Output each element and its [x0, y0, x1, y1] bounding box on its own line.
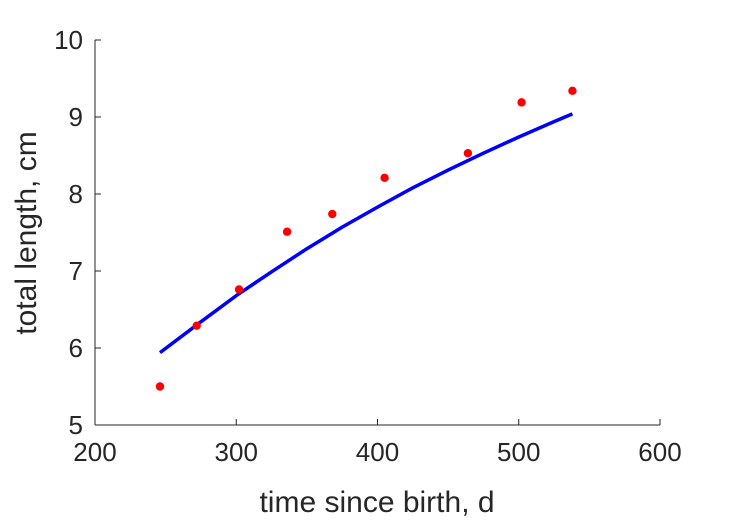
fit-curve-layer — [158, 112, 574, 354]
y-tick-label: 10 — [54, 25, 83, 55]
data-points-layer — [155, 86, 577, 391]
y-tick-label: 5 — [69, 410, 83, 440]
data-point — [192, 321, 201, 330]
fit-curve — [158, 112, 574, 354]
x-tick-label: 600 — [638, 437, 681, 467]
x-tick-label: 400 — [356, 437, 399, 467]
x-tick-label: 300 — [215, 437, 258, 467]
y-tick-label: 9 — [69, 102, 83, 132]
data-point — [282, 227, 292, 236]
data-point — [328, 209, 337, 219]
data-point — [380, 173, 389, 183]
data-point — [234, 285, 244, 294]
y-tick-label: 8 — [69, 179, 83, 209]
data-point — [155, 382, 165, 391]
x-tick-label: 200 — [73, 437, 116, 467]
axes: 200 300 400 500 600 5 6 7 8 9 10 — [54, 25, 682, 467]
y-axis-title: total length, cm — [10, 131, 43, 334]
data-point — [517, 98, 526, 107]
data-point — [463, 148, 473, 158]
x-tick-label: 500 — [497, 437, 540, 467]
x-axis-title: time since birth, d — [259, 486, 494, 519]
data-point — [568, 86, 577, 96]
y-tick-label: 7 — [69, 256, 83, 286]
y-tick-label: 6 — [69, 333, 83, 363]
